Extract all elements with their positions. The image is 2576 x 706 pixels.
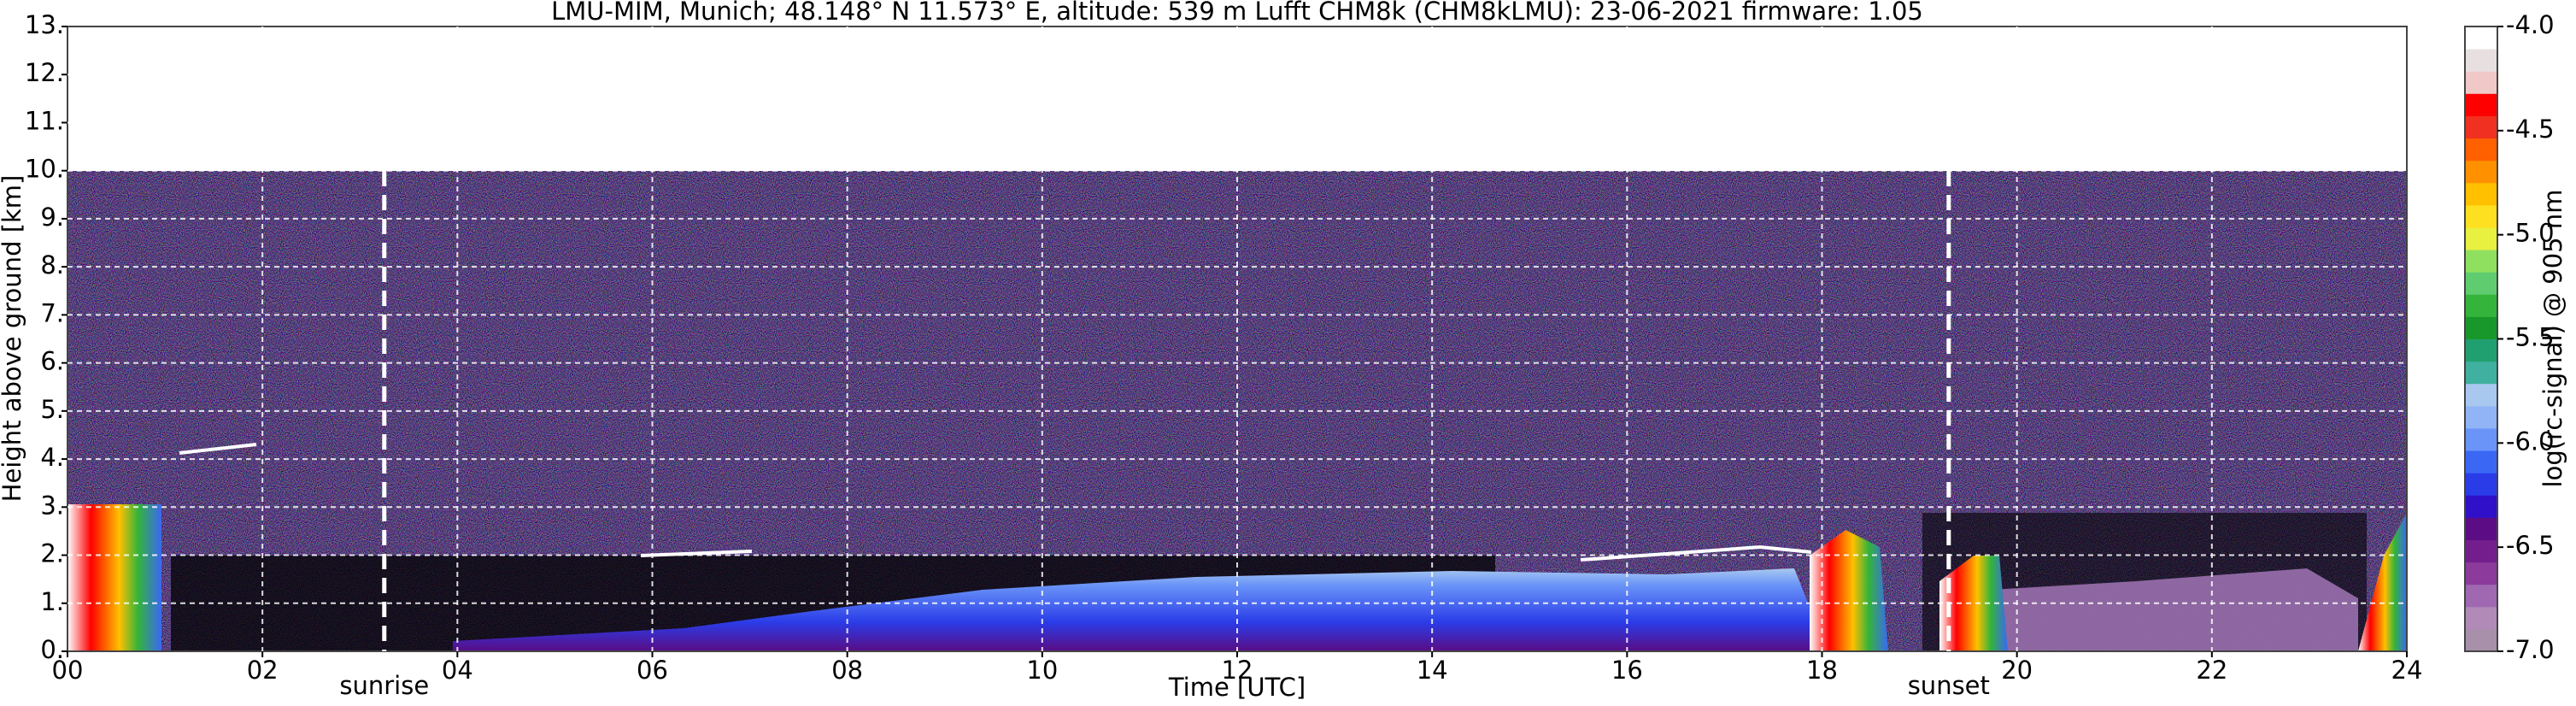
colorbar-segment — [2465, 584, 2497, 608]
colorbar-segment — [2465, 272, 2497, 295]
colorbar-segment — [2465, 606, 2497, 630]
colorbar-segment — [2465, 160, 2497, 184]
x-tick-label: 12 — [1222, 656, 1253, 685]
colorbar-tick-label: -4.0 — [2506, 10, 2555, 39]
y-tick-label: 4. — [40, 443, 64, 472]
colorbar-segment — [2465, 204, 2497, 228]
colorbar-segment — [2465, 71, 2497, 94]
x-tick-label: 20 — [2001, 656, 2033, 685]
colorbar-tick-label: -4.5 — [2506, 115, 2555, 144]
y-axis-label: Height above ground [km] — [0, 175, 26, 503]
colorbar-segment — [2465, 316, 2497, 339]
x-tick-label: 00 — [52, 656, 84, 685]
x-tick-label: 02 — [247, 656, 279, 685]
x-tick-label: 10 — [1026, 656, 1058, 685]
colorbar-segment — [2465, 49, 2497, 72]
colorbar-segment — [2465, 26, 2497, 50]
y-tick-label: 0. — [40, 635, 64, 664]
colorbar-segment — [2465, 250, 2497, 273]
x-tick-label: 04 — [442, 656, 473, 685]
colorbar-segment — [2465, 473, 2497, 496]
colorbar-segment — [2465, 182, 2497, 206]
y-tick-label: 7. — [40, 298, 64, 327]
colorbar-segment — [2465, 361, 2497, 385]
colorbar-segment — [2465, 450, 2497, 474]
colorbar-segment — [2465, 227, 2497, 250]
colorbar-tick-label: -7.0 — [2506, 635, 2555, 664]
chart-title: LMU-MIM, Munich; 48.148° N 11.573° E, al… — [551, 0, 1923, 26]
colorbar-segment — [2465, 294, 2497, 317]
x-tick-label: 16 — [1611, 656, 1643, 685]
colorbar-segment — [2465, 495, 2497, 518]
colorbar-segment — [2465, 539, 2497, 563]
annotation-label: sunrise — [339, 671, 429, 700]
y-tick-label: 6. — [40, 347, 64, 376]
colorbar-segment — [2465, 517, 2497, 540]
x-axis-label: Time [UTC] — [1168, 673, 1306, 702]
x-tick-label: 14 — [1417, 656, 1448, 685]
y-tick-label: 9. — [40, 203, 64, 232]
annotation-label: sunset — [1908, 671, 1990, 700]
colorbar-tick-label: -6.5 — [2506, 531, 2555, 560]
colorbar-tick-label: -5.5 — [2506, 323, 2555, 352]
colorbar-label: log(rc-signal) @ 905 nm — [2538, 190, 2567, 488]
y-tick-label: 11. — [25, 106, 64, 135]
y-tick-label: 1. — [40, 587, 64, 616]
colorbar-segment — [2465, 562, 2497, 585]
colorbar-segment — [2465, 383, 2497, 407]
y-tick-label: 13. — [25, 10, 64, 39]
colorbar-segment — [2465, 138, 2497, 162]
y-tick-label: 10. — [25, 155, 64, 184]
y-tick-label: 3. — [40, 491, 64, 520]
x-tick-label: 06 — [637, 656, 668, 685]
colorbar-segment — [2465, 338, 2497, 362]
colorbar-segment — [2465, 115, 2497, 139]
x-tick-label: 24 — [2391, 656, 2423, 685]
y-tick-label: 8. — [40, 250, 64, 279]
x-tick-label: 08 — [831, 656, 863, 685]
colorbar-segment — [2465, 427, 2497, 451]
colorbar-segment — [2465, 405, 2497, 429]
colorbar-segment — [2465, 628, 2497, 652]
colorbar-tick-label: -6.0 — [2506, 427, 2555, 456]
x-tick-label: 22 — [2196, 656, 2227, 685]
y-tick-label: 5. — [40, 395, 64, 424]
y-tick-label: 2. — [40, 539, 64, 568]
colorbar-tick-label: -5.0 — [2506, 219, 2555, 248]
x-tick-label: 18 — [1806, 656, 1838, 685]
colorbar-segment — [2465, 93, 2497, 116]
y-tick-label: 12. — [25, 58, 64, 87]
